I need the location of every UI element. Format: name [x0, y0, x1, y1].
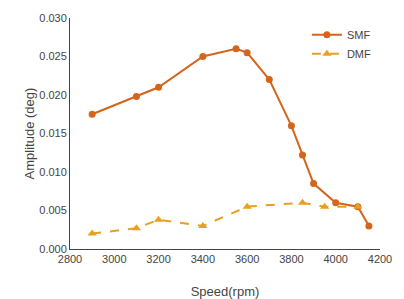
- svg-text:0.030: 0.030: [39, 12, 67, 24]
- svg-text:0.025: 0.025: [39, 50, 67, 62]
- svg-text:3600: 3600: [235, 253, 259, 265]
- svg-text:0.010: 0.010: [39, 166, 67, 178]
- svg-text:0.000: 0.000: [39, 243, 67, 255]
- svg-text:SMF: SMF: [347, 29, 371, 41]
- svg-text:3000: 3000: [102, 253, 126, 265]
- svg-text:4200: 4200: [368, 253, 392, 265]
- svg-text:3400: 3400: [191, 253, 215, 265]
- svg-text:Amplitude (deg): Amplitude (deg): [22, 88, 37, 180]
- svg-text:3800: 3800: [279, 253, 303, 265]
- svg-text:3200: 3200: [146, 253, 170, 265]
- svg-text:0.015: 0.015: [39, 127, 67, 139]
- svg-text:Speed(rpm): Speed(rpm): [191, 284, 260, 299]
- svg-text:0.005: 0.005: [39, 204, 67, 216]
- svg-text:4000: 4000: [323, 253, 347, 265]
- svg-text:2800: 2800: [58, 253, 82, 265]
- svg-text:0.020: 0.020: [39, 89, 67, 101]
- svg-text:DMF: DMF: [347, 48, 371, 60]
